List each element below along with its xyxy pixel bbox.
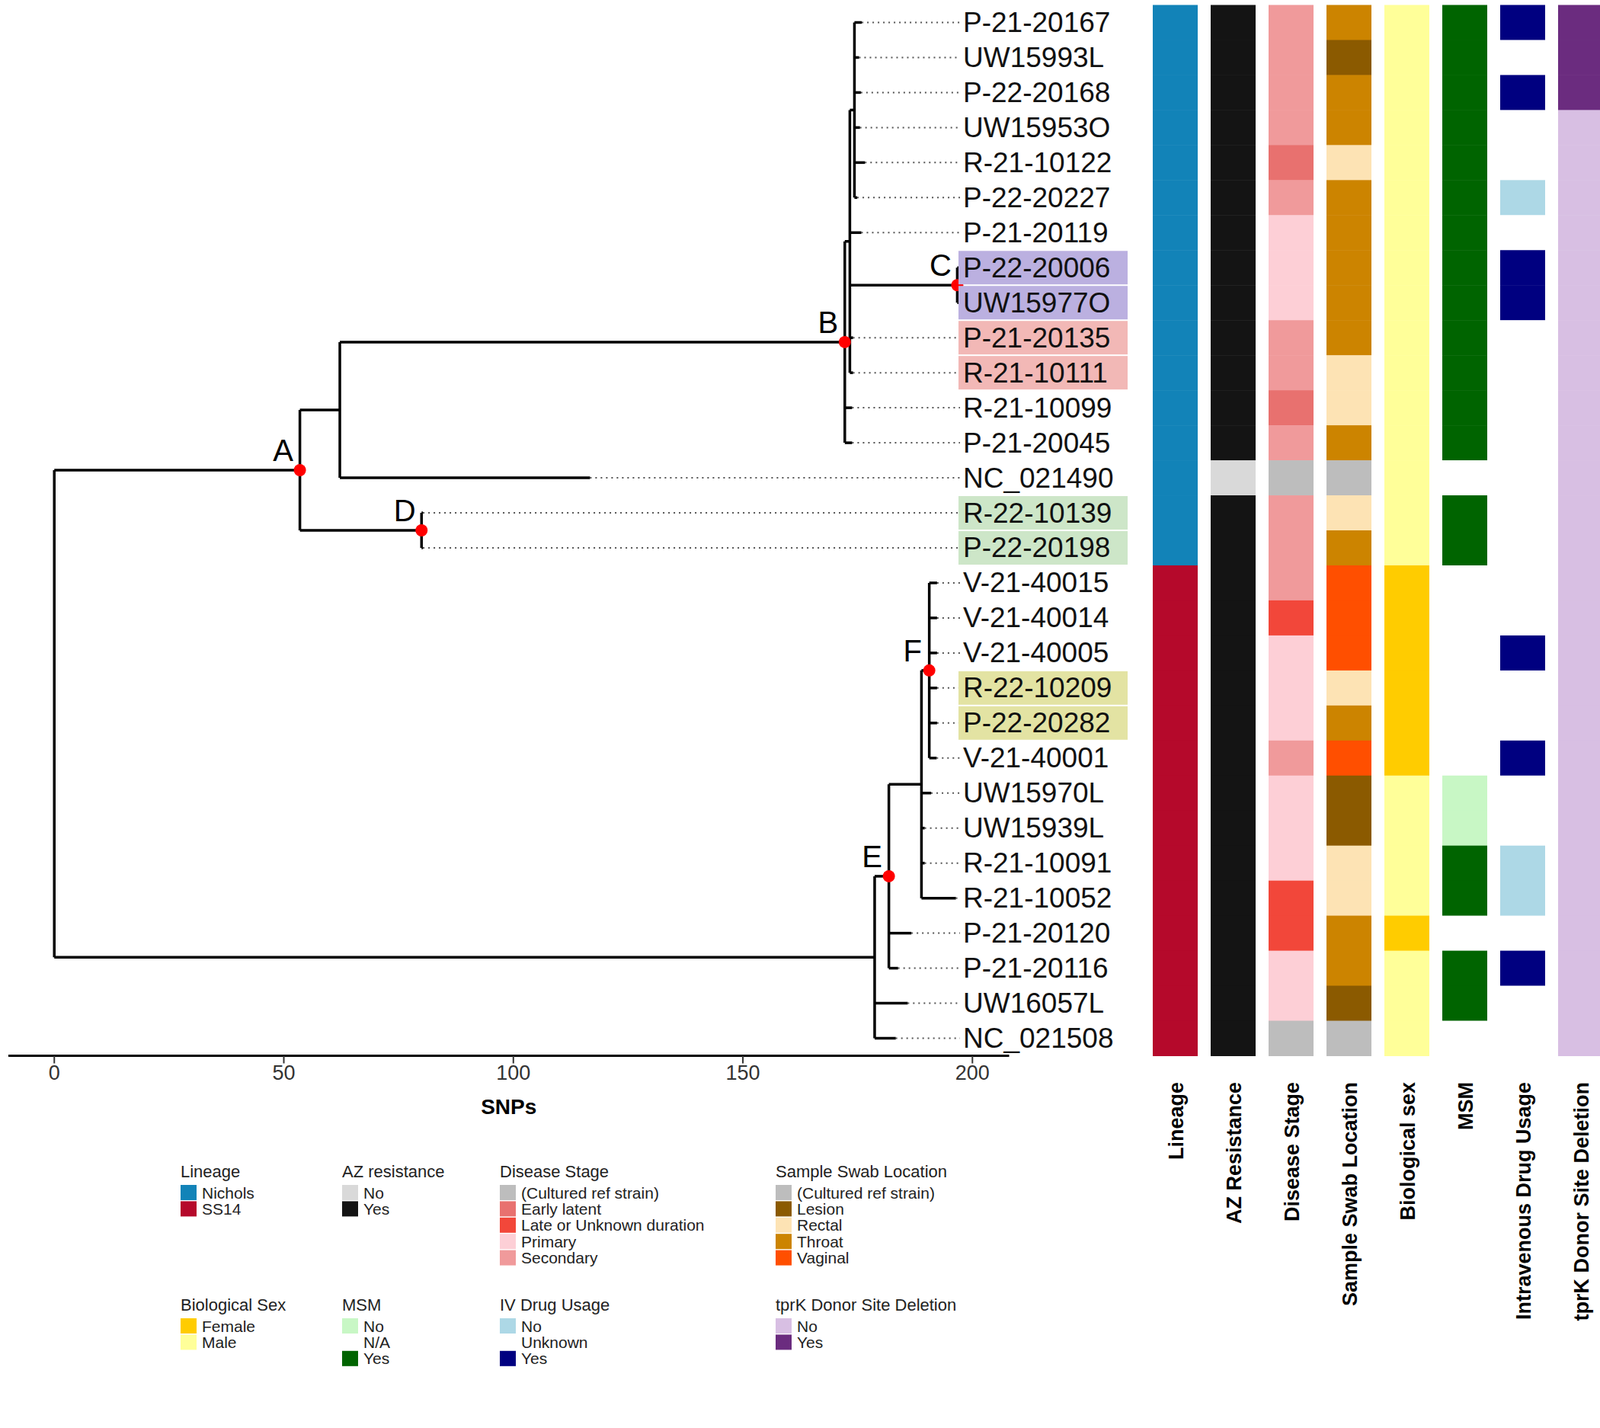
svg-text:R-22-10209: R-22-10209 <box>963 672 1112 704</box>
svg-text:NC_021508: NC_021508 <box>963 1022 1114 1054</box>
svg-text:P-22-20227: P-22-20227 <box>963 182 1111 214</box>
svg-text:P-21-20045: P-21-20045 <box>963 427 1111 459</box>
svg-text:C: C <box>929 248 952 282</box>
svg-text:Unknown: Unknown <box>521 1333 589 1351</box>
svg-text:P-22-20006: P-22-20006 <box>963 252 1111 284</box>
svg-text:R-21-10111: R-21-10111 <box>963 357 1108 389</box>
svg-text:UW15977O: UW15977O <box>963 287 1111 319</box>
svg-text:No: No <box>796 1317 818 1335</box>
svg-text:0: 0 <box>48 1061 61 1085</box>
svg-text:P-21-20135: P-21-20135 <box>963 322 1111 354</box>
svg-text:P-21-20119: P-21-20119 <box>963 217 1109 249</box>
svg-text:Disease Stage: Disease Stage <box>1280 1081 1304 1222</box>
svg-text:P-21-20167: P-21-20167 <box>963 6 1111 39</box>
svg-text:D: D <box>393 493 416 528</box>
svg-text:E: E <box>861 839 883 874</box>
svg-text:Biological sex: Biological sex <box>1396 1081 1420 1221</box>
svg-text:Early latent: Early latent <box>521 1200 602 1218</box>
svg-text:Intravenous Drug Usage: Intravenous Drug Usage <box>1512 1081 1536 1320</box>
svg-text:No: No <box>521 1317 542 1335</box>
svg-text:Primary: Primary <box>521 1232 577 1251</box>
svg-text:P-22-20282: P-22-20282 <box>963 707 1111 739</box>
svg-text:UW16057L: UW16057L <box>963 987 1104 1019</box>
svg-text:Disease Stage: Disease Stage <box>499 1161 609 1181</box>
svg-text:P-21-20120: P-21-20120 <box>963 917 1111 949</box>
svg-text:150: 150 <box>726 1061 761 1085</box>
svg-text:A: A <box>272 433 294 468</box>
svg-text:V-21-40005: V-21-40005 <box>963 636 1109 669</box>
svg-text:UW15970L: UW15970L <box>963 777 1104 809</box>
svg-text:Lineage: Lineage <box>1164 1081 1188 1160</box>
svg-text:(Cultured ref strain): (Cultured ref strain) <box>796 1184 935 1202</box>
svg-text:AZ resistance: AZ resistance <box>342 1161 445 1181</box>
svg-text:SS14: SS14 <box>201 1200 242 1218</box>
svg-text:Rectal: Rectal <box>796 1216 843 1234</box>
svg-text:Yes: Yes <box>521 1349 548 1367</box>
svg-text:UW15939L: UW15939L <box>963 812 1104 844</box>
svg-text:Yes: Yes <box>796 1333 823 1351</box>
svg-text:F: F <box>902 633 922 668</box>
svg-text:NC_021490: NC_021490 <box>963 462 1114 494</box>
svg-text:Sample Swab Location: Sample Swab Location <box>775 1161 948 1181</box>
svg-text:No: No <box>363 1317 384 1335</box>
svg-text:Biological Sex: Biological Sex <box>180 1295 286 1315</box>
svg-text:SNPs: SNPs <box>480 1094 537 1117</box>
svg-text:Male: Male <box>201 1333 237 1351</box>
svg-text:P-22-20168: P-22-20168 <box>963 76 1111 109</box>
svg-text:Throat: Throat <box>796 1232 844 1251</box>
svg-text:V-21-40001: V-21-40001 <box>963 742 1109 774</box>
svg-text:Late or Unknown duration: Late or Unknown duration <box>521 1216 705 1234</box>
svg-text:200: 200 <box>955 1061 990 1085</box>
svg-text:UW15953O: UW15953O <box>963 112 1111 144</box>
svg-text:R-21-10091: R-21-10091 <box>963 847 1112 879</box>
svg-text:Nichols: Nichols <box>201 1184 255 1202</box>
svg-text:tprK Donor Site Deletion: tprK Donor Site Deletion <box>775 1295 957 1315</box>
svg-text:MSM: MSM <box>342 1295 381 1315</box>
svg-text:Yes: Yes <box>363 1349 390 1367</box>
svg-text:Vaginal: Vaginal <box>796 1248 850 1267</box>
svg-text:AZ Resistance: AZ Resistance <box>1222 1081 1246 1224</box>
svg-text:MSM: MSM <box>1454 1081 1478 1130</box>
svg-text:IV Drug Usage: IV Drug Usage <box>499 1295 610 1315</box>
svg-text:Female: Female <box>201 1317 256 1335</box>
svg-text:P-22-20198: P-22-20198 <box>963 531 1111 564</box>
svg-text:100: 100 <box>496 1061 531 1085</box>
svg-text:UW15993L: UW15993L <box>963 41 1104 74</box>
svg-text:Sample Swab Location: Sample Swab Location <box>1338 1081 1362 1306</box>
svg-text:R-21-10052: R-21-10052 <box>963 882 1112 914</box>
svg-text:Lineage: Lineage <box>180 1161 240 1181</box>
svg-text:B: B <box>817 305 839 340</box>
svg-text:P-21-20116: P-21-20116 <box>963 952 1109 984</box>
svg-text:V-21-40014: V-21-40014 <box>963 601 1109 634</box>
svg-text:Lesion: Lesion <box>796 1200 845 1218</box>
svg-text:Yes: Yes <box>363 1200 390 1218</box>
svg-text:tprK Donor Site Deletion: tprK Donor Site Deletion <box>1570 1081 1594 1322</box>
svg-text:V-21-40015: V-21-40015 <box>963 566 1109 599</box>
svg-text:No: No <box>363 1184 384 1202</box>
svg-text:N/A: N/A <box>363 1333 391 1351</box>
svg-text:(Cultured ref strain): (Cultured ref strain) <box>521 1184 660 1202</box>
svg-text:R-22-10139: R-22-10139 <box>963 497 1112 529</box>
svg-text:50: 50 <box>272 1061 295 1085</box>
svg-text:Secondary: Secondary <box>521 1248 599 1267</box>
svg-text:R-21-10122: R-21-10122 <box>963 147 1112 179</box>
svg-text:R-21-10099: R-21-10099 <box>963 392 1112 424</box>
